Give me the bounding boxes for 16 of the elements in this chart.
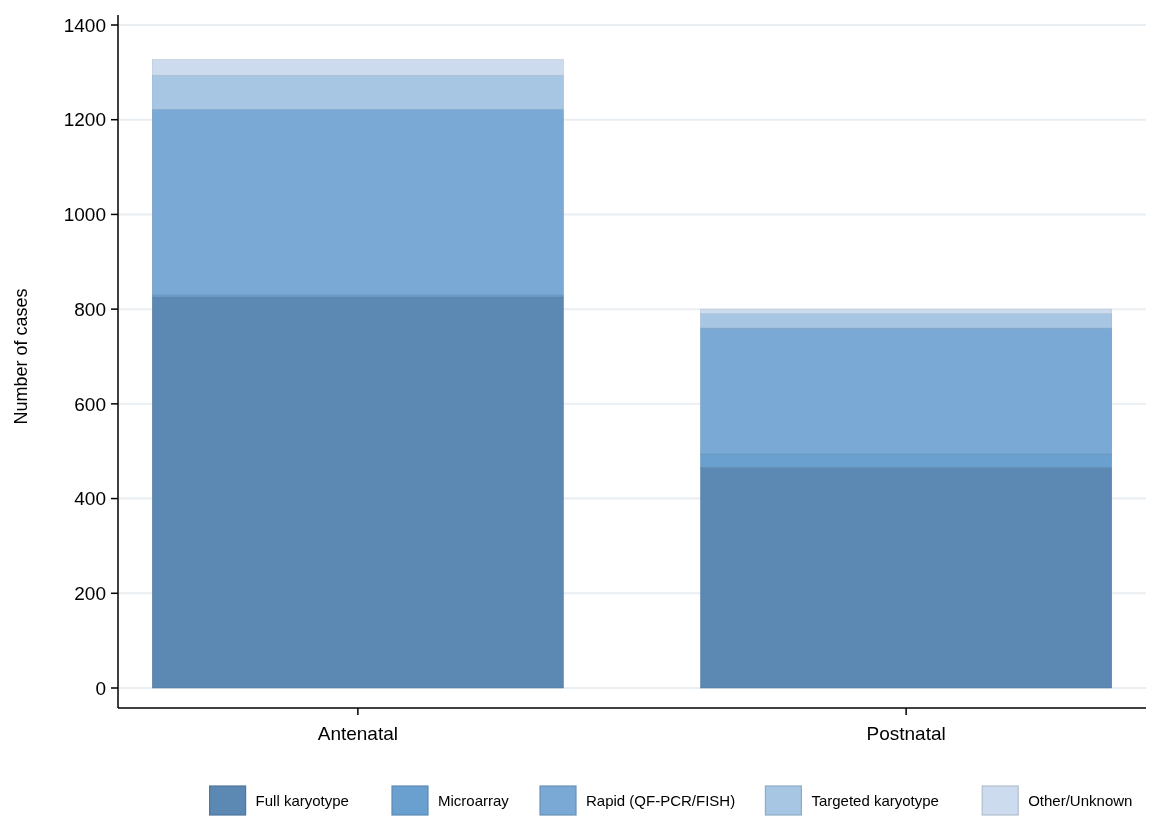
y-tick-label: 800 xyxy=(74,298,106,320)
y-tick-label: 1200 xyxy=(63,109,106,131)
legend-label: Other/Unknown xyxy=(1028,792,1133,810)
legend-label: Targeted karyotype xyxy=(811,792,939,810)
legend-label: Full karyotype xyxy=(255,792,349,810)
y-axis-title: Number of cases xyxy=(11,288,31,425)
legend-label: Rapid (QF-PCR/FISH) xyxy=(586,792,736,810)
y-tick-label: 1000 xyxy=(63,204,106,226)
x-tick-label: Antenatal xyxy=(317,723,399,744)
legend-label: Microarray xyxy=(438,792,510,810)
y-tick-label: 200 xyxy=(74,582,106,604)
y-tick-label: 0 xyxy=(95,677,106,699)
y-tick-label: 600 xyxy=(74,393,106,415)
x-tick-label: Postnatal xyxy=(866,723,946,744)
y-tick-label: 400 xyxy=(74,488,106,510)
y-tick-label: 1400 xyxy=(63,14,106,36)
